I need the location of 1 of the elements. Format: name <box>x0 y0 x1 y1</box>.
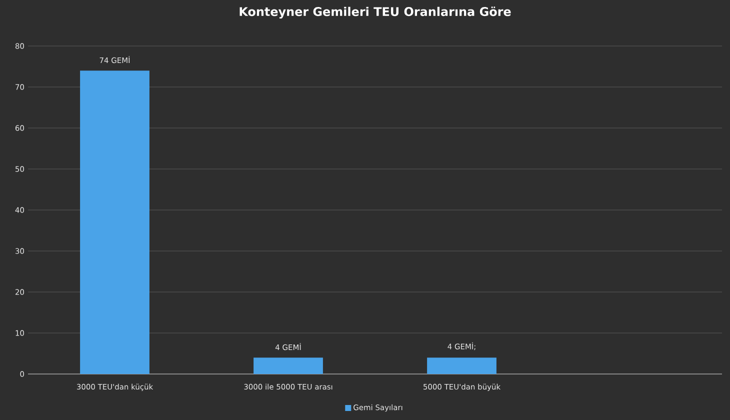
chart-title: Konteyner Gemileri TEU Oranlarına Göre <box>240 6 511 18</box>
